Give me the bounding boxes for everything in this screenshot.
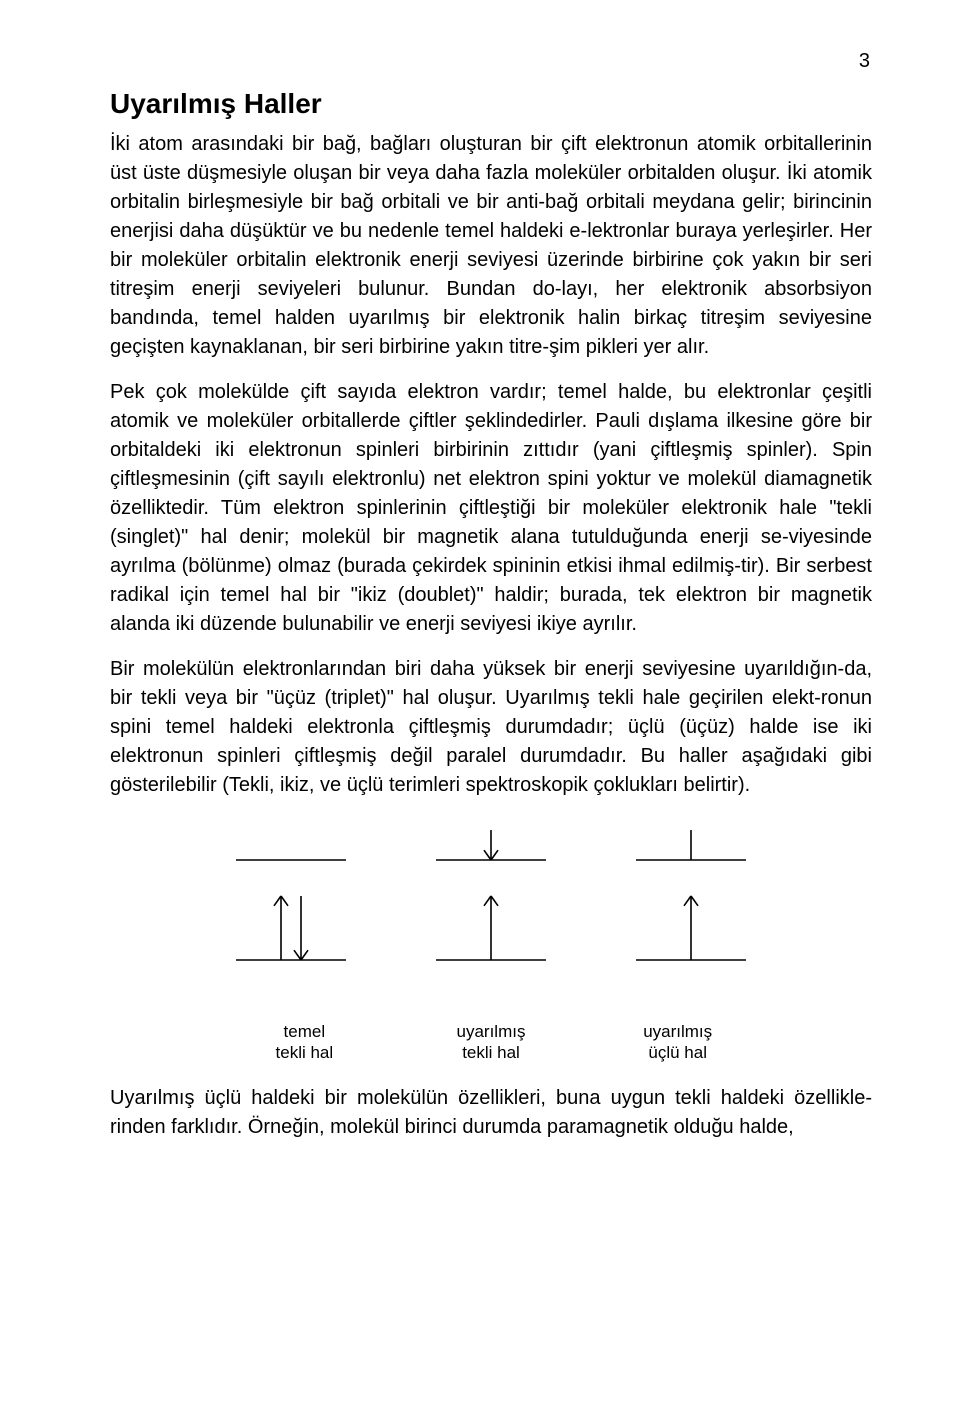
spin-arrow-up	[684, 896, 698, 960]
paragraph: Bir molekülün elektronlarından biri daha…	[110, 655, 872, 800]
diagram-caption-row: temeltekli haluyarılmıştekli haluyarılmı…	[211, 1021, 771, 1064]
diagram-caption: uyarılmıştekli hal	[398, 1021, 585, 1064]
spin-arrow-down	[484, 830, 498, 860]
spin-arrow-up	[274, 896, 288, 960]
spin-arrow-up	[484, 896, 498, 960]
page-number: 3	[859, 50, 870, 73]
document-page: 3 Uyarılmış Haller İki atom arasındaki b…	[0, 0, 960, 1415]
paragraph: Pek çok molekülde çift sayıda elektron v…	[110, 378, 872, 639]
diagram-caption: temeltekli hal	[211, 1021, 398, 1064]
section-heading: Uyarılmış Haller	[110, 88, 872, 120]
spin-arrow-down	[294, 896, 308, 960]
spin-arrow-up	[684, 830, 698, 860]
paragraph: Uyarılmış üçlü haldeki bir molekülün öze…	[110, 1084, 872, 1142]
paragraph: İki atom arasındaki bir bağ, bağları olu…	[110, 130, 872, 362]
diagram-caption: uyarılmışüçlü hal	[584, 1021, 771, 1064]
spin-state-diagram: temeltekli haluyarılmıştekli haluyarılmı…	[211, 830, 771, 1064]
spin-state-svg	[211, 830, 771, 1010]
